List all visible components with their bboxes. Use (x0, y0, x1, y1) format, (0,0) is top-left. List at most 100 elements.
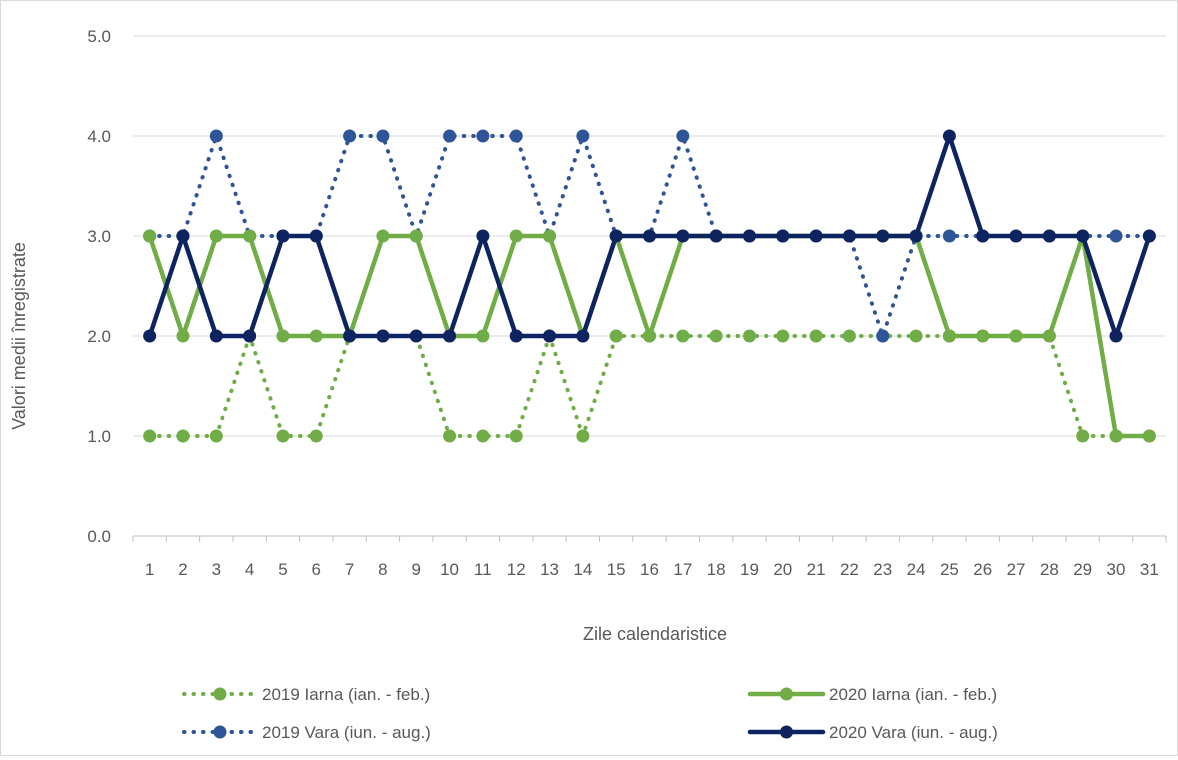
x-tick-label: 31 (1140, 560, 1159, 579)
legend: 2019 Iarna (ian. - feb.) 2020 Iarna (ian.… (182, 685, 998, 742)
legend-marker (213, 725, 227, 739)
x-tick-label: 25 (940, 560, 959, 579)
x-tick-label: 13 (540, 560, 559, 579)
data-point-s1 (309, 429, 323, 443)
data-point-s2 (143, 229, 157, 243)
x-tick-label: 5 (278, 560, 287, 579)
x-tick-label: 10 (440, 560, 459, 579)
x-tick-label: 16 (640, 560, 659, 579)
x-tick-label: 4 (245, 560, 254, 579)
y-tick-label: 1.0 (87, 427, 111, 446)
data-point-s4 (476, 229, 490, 243)
data-point-s3 (509, 129, 523, 143)
data-point-s2 (1142, 429, 1156, 443)
data-point-s4 (609, 229, 623, 243)
data-point-s1 (476, 429, 490, 443)
data-point-s4 (676, 229, 690, 243)
data-point-s2 (509, 229, 523, 243)
legend-label: 2019 Vara (iun. - aug.) (262, 723, 431, 742)
data-point-s1 (1076, 429, 1090, 443)
x-tick-label: 28 (1040, 560, 1059, 579)
legend-item-1: 2019 Iarna (ian. - feb.) (182, 685, 430, 704)
y-tick-label: 2.0 (87, 327, 111, 346)
data-point-s3 (876, 329, 890, 343)
y-tick-label: 3.0 (87, 227, 111, 246)
legend-marker (213, 687, 227, 701)
data-point-s1 (909, 329, 923, 343)
data-point-s4 (209, 329, 223, 343)
data-point-s3 (343, 129, 357, 143)
data-point-s3 (676, 129, 690, 143)
data-point-s1 (709, 329, 723, 343)
x-tick-label: 11 (474, 560, 492, 579)
data-point-s2 (643, 329, 656, 343)
data-point-s4 (1042, 229, 1056, 243)
data-point-s4 (543, 329, 557, 343)
data-point-s3 (443, 129, 457, 143)
data-point-s4 (976, 229, 990, 243)
x-tick-label: 15 (607, 560, 626, 579)
data-point-s1 (776, 329, 790, 343)
x-tick-label: 17 (673, 560, 692, 579)
data-point-s4 (709, 229, 723, 243)
x-tick-label: 8 (378, 560, 387, 579)
data-point-s2 (309, 329, 323, 343)
data-point-s4 (1009, 229, 1023, 243)
legend-label: 2019 Iarna (ian. - feb.) (262, 685, 430, 704)
data-point-s2 (1109, 429, 1123, 443)
x-tick-label: 22 (840, 560, 859, 579)
axes: 0.01.02.03.04.05.01 2 3 4 5 6 7 8 9 10 11 12 13 14 15 1… (87, 27, 1167, 579)
data-point-s3 (1109, 229, 1123, 243)
data-point-s2 (376, 229, 390, 243)
data-point-s4 (509, 329, 523, 343)
y-tick-label: 4.0 (87, 127, 111, 146)
y-tick-label: 0.0 (87, 527, 111, 546)
data-point-s4 (742, 229, 756, 243)
data-point-s1 (576, 429, 590, 443)
x-tick-label: 14 (573, 560, 592, 579)
data-point-s3 (942, 229, 956, 243)
data-point-s4 (776, 229, 790, 243)
data-point-s2 (976, 329, 990, 343)
data-point-s4 (942, 129, 956, 143)
x-tick-label: 1 (145, 560, 154, 579)
legend-item-3: 2019 Vara (iun. - aug.) (182, 723, 431, 742)
data-point-s2 (1042, 329, 1056, 343)
data-point-s1 (742, 329, 756, 343)
x-tick-label: 29 (1073, 560, 1092, 579)
legend-item-2: 2020 Iarna (ian. - feb.) (747, 685, 997, 704)
data-point-s3 (376, 129, 390, 143)
data-point-s4 (576, 329, 590, 343)
data-point-s4 (1142, 229, 1156, 243)
data-point-s2 (476, 329, 490, 343)
data-point-s3 (576, 129, 590, 143)
x-tick-label: 24 (907, 560, 926, 579)
data-point-s3 (476, 129, 490, 143)
data-point-s1 (509, 429, 523, 443)
x-tick-label: 27 (1007, 560, 1026, 579)
legend-marker (780, 725, 793, 739)
data-point-s2 (176, 329, 190, 343)
x-axis-title: Zile calendaristice (583, 624, 727, 644)
data-point-s1 (609, 329, 623, 343)
x-tick-label: 9 (412, 560, 421, 579)
data-point-s1 (443, 429, 457, 443)
x-tick-label: 21 (807, 560, 826, 579)
data-point-s1 (209, 429, 223, 443)
data-point-s1 (143, 429, 157, 443)
data-point-s4 (643, 229, 656, 243)
series-line-1 (147, 334, 1152, 438)
x-tick-label: 7 (345, 560, 354, 579)
data-point-s4 (443, 329, 457, 343)
data-point-s3 (209, 129, 223, 143)
data-point-s2 (276, 329, 290, 343)
legend-item-4: 2020 Vara (iun. - aug.) (747, 723, 998, 742)
data-point-s2 (209, 229, 223, 243)
series-lines (143, 129, 1156, 443)
x-tick-label: 12 (507, 560, 526, 579)
data-point-s2 (243, 229, 257, 243)
data-point-s4 (176, 229, 190, 243)
data-point-s1 (276, 429, 290, 443)
data-point-s1 (676, 329, 690, 343)
y-axis-title: Valori medii înregistrate (9, 242, 29, 430)
